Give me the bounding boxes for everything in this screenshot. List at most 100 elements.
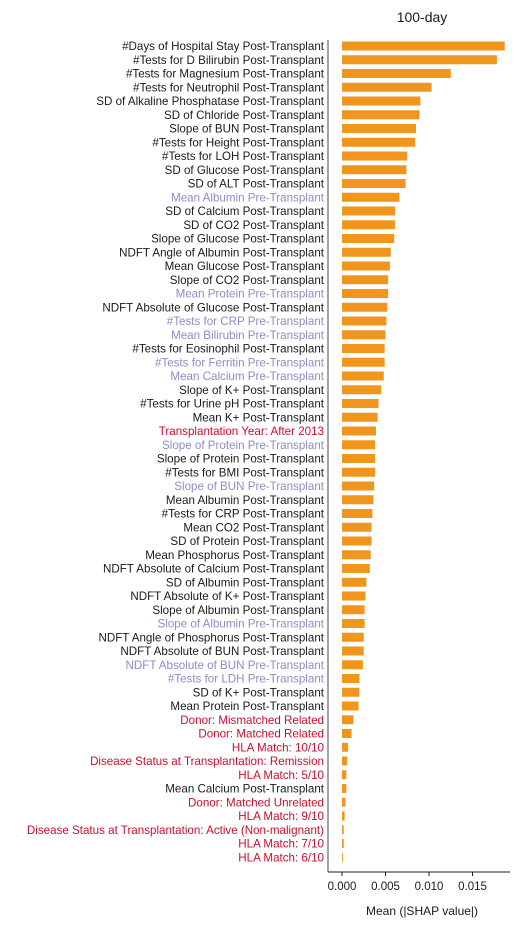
category-label: Mean Glucose Post-Transplant [165, 260, 325, 273]
bar [342, 660, 363, 670]
bar [342, 247, 391, 257]
category-label: SD of Alkaline Phosphatase Post-Transpla… [96, 95, 324, 108]
category-label: #Tests for LOH Post-Transplant [162, 150, 325, 163]
bar [342, 646, 364, 656]
category-labels-group: #Days of Hospital Stay Post-Transplant #T… [27, 40, 325, 864]
bar [342, 220, 396, 230]
category-label: Mean Protein Post-Transplant [170, 700, 324, 713]
bar [342, 192, 400, 202]
category-label: Mean CO2 Post-Transplant [183, 521, 324, 534]
bar [342, 674, 360, 683]
category-label: Mean Albumin Post-Transplant [166, 494, 325, 507]
bar [342, 564, 370, 573]
bar [342, 69, 451, 78]
category-label: Disease Status at Transplantation: Activ… [27, 824, 324, 837]
category-label: HLA Match: 10/10 [232, 741, 324, 754]
category-label: Slope of CO2 Post-Transplant [170, 274, 325, 287]
category-label: HLA Match: 6/10 [238, 851, 324, 864]
category-label: Mean Protein Pre-Transplant [176, 288, 325, 301]
bar [342, 289, 389, 298]
bar [342, 234, 395, 243]
bar [342, 522, 372, 532]
bar [342, 412, 378, 422]
category-label: #Tests for Ferritin Pre-Transplant [155, 356, 325, 369]
bar [342, 124, 416, 133]
bar [342, 509, 373, 518]
bar [342, 550, 371, 560]
category-label: #Tests for Magnesium Post-Transplant [126, 68, 325, 81]
bar [342, 467, 376, 477]
bar [342, 440, 376, 450]
category-label: #Tests for Height Post-Transplant [152, 136, 324, 149]
bar [342, 797, 346, 807]
category-label: SD of Chloride Post-Transplant [164, 109, 325, 122]
bar [342, 577, 367, 587]
x-axis: 0.000 0.005 0.010 0.015 [327, 40, 510, 893]
category-label: SD of Albumin Post-Transplant [166, 576, 325, 589]
bar [342, 41, 505, 51]
bar [342, 206, 396, 216]
category-label: Mean Albumin Pre-Transplant [171, 191, 325, 204]
category-label: HLA Match: 5/10 [238, 769, 324, 782]
category-label: Mean Bilirubin Pre-Transplant [171, 329, 325, 342]
bar [342, 591, 366, 601]
bar [342, 399, 379, 408]
bar [342, 110, 420, 120]
bar [342, 275, 389, 285]
bar [342, 426, 376, 436]
category-label: Mean Phosphorus Post-Transplant [145, 549, 325, 562]
bar [342, 55, 497, 65]
x-tick-label: 0.015 [458, 881, 487, 893]
category-label: #Tests for LDH Pre-Transplant [168, 673, 325, 686]
category-label: NDFT Absolute of K+ Post-Transplant [130, 590, 324, 603]
x-tick-label: 0.000 [328, 881, 357, 893]
category-label: #Tests for BMI Post-Transplant [165, 466, 324, 479]
category-label: HLA Match: 7/10 [238, 838, 324, 851]
category-label: NDFT Absolute of Calcium Post-Transplant [103, 563, 325, 576]
category-label: #Days of Hospital Stay Post-Transplant [122, 40, 325, 53]
category-label: NDFT Absolute of Glucose Post-Transplant [102, 301, 324, 314]
category-label: Donor: Mismatched Related [180, 714, 324, 727]
category-label: Slope of K+ Post-Transplant [179, 384, 325, 397]
bars-group [342, 41, 505, 862]
category-label: #Tests for Eosinophil Post-Transplant [132, 343, 324, 356]
bar [342, 495, 374, 505]
category-label: SD of CO2 Post-Transplant [183, 219, 324, 232]
category-label: NDFT Angle of Phosphorus Post-Transplant [98, 631, 324, 644]
category-label: Donor: Matched Related [198, 728, 324, 741]
bar [342, 344, 385, 353]
category-label: Slope of Albumin Pre-Transplant [158, 618, 325, 631]
bar [342, 261, 390, 271]
category-label: NDFT Angle of Albumin Post-Transplant [119, 246, 325, 259]
category-label: Slope of Protein Post-Transplant [157, 453, 325, 466]
chart-title: 100-day [397, 9, 448, 25]
bar [342, 316, 387, 326]
category-label: Donor: Matched Unrelated [188, 796, 324, 809]
bar [342, 371, 384, 381]
category-label: Slope of Albumin Post-Transplant [152, 604, 324, 617]
bar [342, 536, 372, 546]
bar [342, 357, 385, 367]
category-label: Slope of Protein Pre-Transplant [162, 439, 325, 452]
bar [342, 701, 359, 711]
bar [342, 852, 343, 862]
category-label: Transplantation Year: After 2013 [159, 425, 324, 438]
category-label: SD of Glucose Post-Transplant [165, 164, 325, 177]
bar [342, 632, 364, 642]
bar [342, 811, 345, 821]
bar [342, 756, 348, 766]
category-label: #Tests for CRP Post-Transplant [162, 508, 325, 521]
category-label: Disease Status at Transplantation: Remis… [90, 755, 324, 768]
category-label: Slope of Glucose Post-Transplant [151, 233, 325, 246]
x-tick-label: 0.005 [371, 881, 400, 893]
x-axis-label: Mean (|SHAP value|) [366, 904, 478, 918]
category-label: Slope of BUN Pre-Transplant [174, 480, 324, 493]
category-label: #Tests for CRP Pre-Transplant [167, 315, 325, 328]
category-label: Slope of BUN Post-Transplant [169, 123, 325, 136]
category-label: Mean K+ Post-Transplant [193, 411, 325, 424]
bar [342, 454, 376, 463]
bar [342, 839, 344, 848]
bar [342, 165, 407, 175]
